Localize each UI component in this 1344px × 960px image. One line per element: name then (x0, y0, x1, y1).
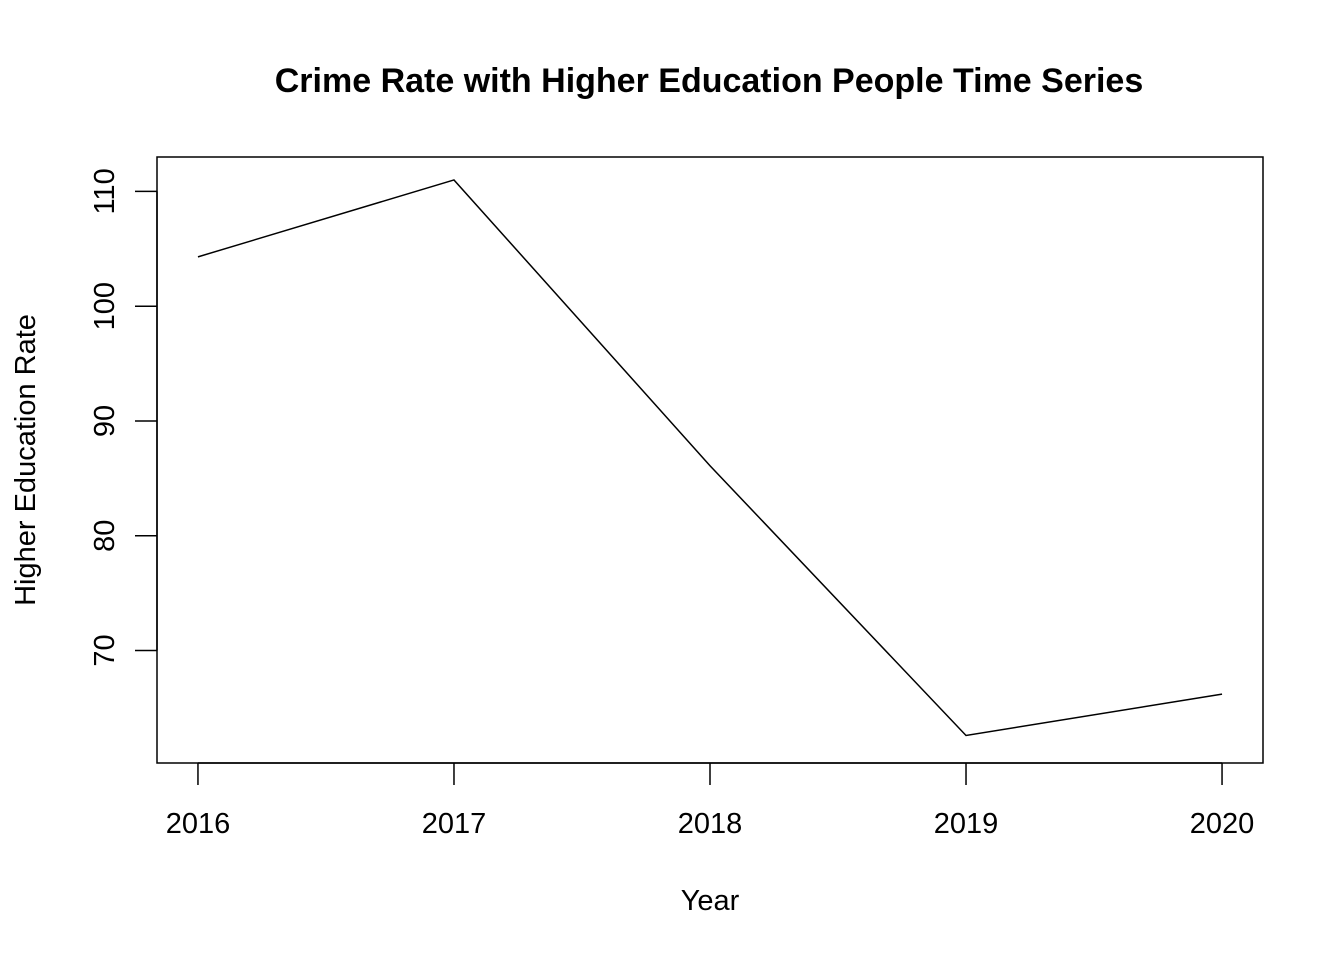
series-line (197, 179, 1223, 737)
x-axis-label: Year (681, 885, 740, 917)
y-tick-label: 100 (89, 282, 121, 330)
chart-title: Crime Rate with Higher Education People … (275, 62, 1144, 100)
x-tick-label: 2016 (166, 808, 231, 840)
y-tick-label: 80 (89, 520, 121, 552)
plot-frame (156, 156, 1264, 764)
y-tick-label: 110 (89, 168, 121, 214)
y-tick-label: 90 (89, 405, 121, 437)
y-axis-label: Higher Education Rate (10, 314, 42, 606)
x-tick-label: 2017 (422, 808, 487, 840)
x-tick-label: 2020 (1190, 808, 1255, 840)
x-tick-label: 2018 (678, 808, 743, 840)
y-axis: 70 80 90 100 110 (89, 168, 158, 667)
series-layer (197, 179, 1223, 737)
x-tick-label: 2019 (934, 808, 999, 840)
y-tick-label: 70 (89, 634, 121, 666)
x-axis: 2016 2017 2018 2019 2020 (166, 762, 1255, 840)
